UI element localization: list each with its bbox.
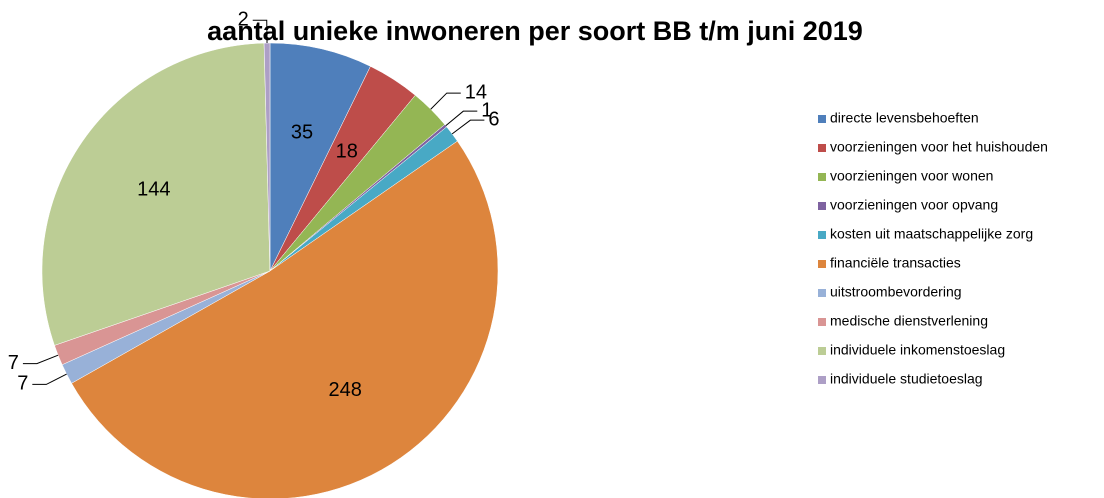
leader-line: [451, 119, 485, 135]
legend-label: voorzieningen voor het huishouden: [830, 139, 1048, 155]
data-label: 6: [488, 108, 499, 130]
legend-swatch: [818, 173, 826, 181]
data-label: 1: [481, 99, 492, 121]
legend-label: directe levensbehoeften: [830, 110, 979, 126]
legend-swatch: [818, 289, 826, 297]
pie-slice: [71, 140, 499, 498]
data-label: 18: [336, 141, 358, 163]
legend-label: medische dienstverlening: [830, 313, 988, 329]
legend-swatch: [818, 231, 826, 239]
legend-swatch: [818, 115, 826, 123]
legend-swatch: [818, 260, 826, 268]
legend-label: kosten uit maatschappelijke zorg: [830, 226, 1033, 242]
data-label: 35: [291, 122, 313, 144]
legend-label: uitstroombevordering: [830, 284, 962, 300]
legend-label: individuele studietoeslag: [830, 371, 983, 387]
leader-line: [32, 373, 67, 385]
data-label: 2: [238, 9, 249, 31]
legend-swatch: [818, 318, 826, 326]
legend-label: voorzieningen voor wonen: [830, 168, 993, 184]
legend-swatch: [818, 144, 826, 152]
chart-title: aantal unieke inwoneren per soort BB t/m…: [207, 16, 863, 46]
data-label: 248: [328, 379, 361, 401]
legend-swatch: [818, 376, 826, 384]
leader-line: [252, 19, 268, 44]
legend-swatch: [818, 347, 826, 355]
leader-line: [445, 110, 478, 127]
leader-line: [22, 354, 59, 365]
legend-label: financiële transacties: [830, 255, 961, 271]
legend-label: voorzieningen voor opvang: [830, 197, 998, 213]
pie-slice: [263, 42, 271, 272]
legend-label: individuele inkomenstoeslag: [830, 342, 1005, 358]
data-label: 7: [17, 373, 28, 395]
data-label: 7: [8, 352, 19, 374]
leader-line: [430, 92, 461, 110]
legend-swatch: [818, 202, 826, 210]
data-label: 144: [137, 179, 170, 201]
pie-slice: [41, 42, 271, 346]
data-label: 14: [465, 81, 487, 103]
pie-slice: [269, 42, 371, 272]
